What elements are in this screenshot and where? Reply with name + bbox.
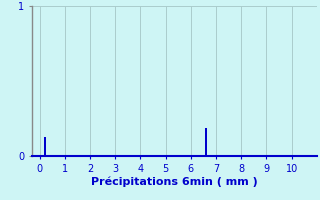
Bar xyxy=(205,128,207,156)
X-axis label: Précipitations 6min ( mm ): Précipitations 6min ( mm ) xyxy=(91,176,258,187)
Bar xyxy=(44,137,46,156)
